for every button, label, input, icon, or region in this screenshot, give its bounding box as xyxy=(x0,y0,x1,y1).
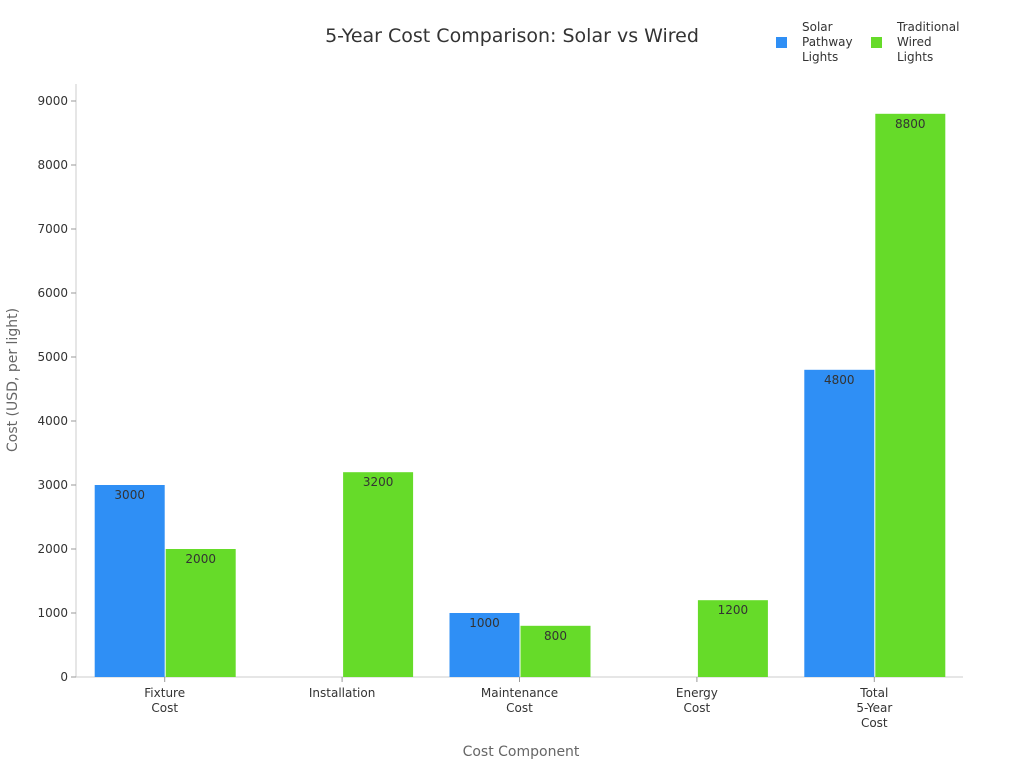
bar xyxy=(804,369,875,677)
y-tick-label: 5000 xyxy=(37,350,68,364)
bar xyxy=(94,485,165,677)
y-axis-label: Cost (USD, per light) xyxy=(5,308,21,452)
y-tick-label: 0 xyxy=(60,670,68,684)
y-tick-label: 6000 xyxy=(37,286,68,300)
data-label: 1200 xyxy=(718,603,749,617)
data-label: 800 xyxy=(544,629,567,643)
x-tick-label: Energy Cost xyxy=(676,686,718,715)
bar xyxy=(165,549,236,677)
legend-label: Solar Pathway Lights xyxy=(802,20,853,64)
data-label: 8800 xyxy=(895,117,926,131)
y-tick-label: 4000 xyxy=(37,414,68,428)
bar xyxy=(697,600,768,677)
x-axis-label: Cost Component xyxy=(463,744,580,760)
bar xyxy=(875,113,946,678)
chart-title: 5-Year Cost Comparison: Solar vs Wired xyxy=(325,25,699,47)
y-tick-label: 1000 xyxy=(37,606,68,620)
legend-swatch xyxy=(776,37,787,48)
y-tick-label: 8000 xyxy=(37,158,68,172)
data-label: 2000 xyxy=(185,552,216,566)
y-tick-label: 7000 xyxy=(37,222,68,236)
data-label: 4800 xyxy=(824,373,855,387)
legend-label: Traditional Wired Lights xyxy=(896,20,959,64)
legend-swatch xyxy=(871,37,882,48)
data-label: 3000 xyxy=(114,488,145,502)
y-tick-label: 2000 xyxy=(37,542,68,556)
data-label: 1000 xyxy=(469,616,500,630)
x-tick-label: Installation xyxy=(309,686,375,700)
x-tick-label: Maintenance Cost xyxy=(481,686,558,715)
bar xyxy=(343,472,414,677)
data-label: 3200 xyxy=(363,475,394,489)
x-tick-label: Total 5-Year Cost xyxy=(856,686,892,730)
y-tick-label: 3000 xyxy=(37,478,68,492)
x-tick-label: Fixture Cost xyxy=(144,686,185,715)
bar xyxy=(449,613,520,677)
bar xyxy=(520,625,591,677)
y-tick-label: 9000 xyxy=(37,94,68,108)
